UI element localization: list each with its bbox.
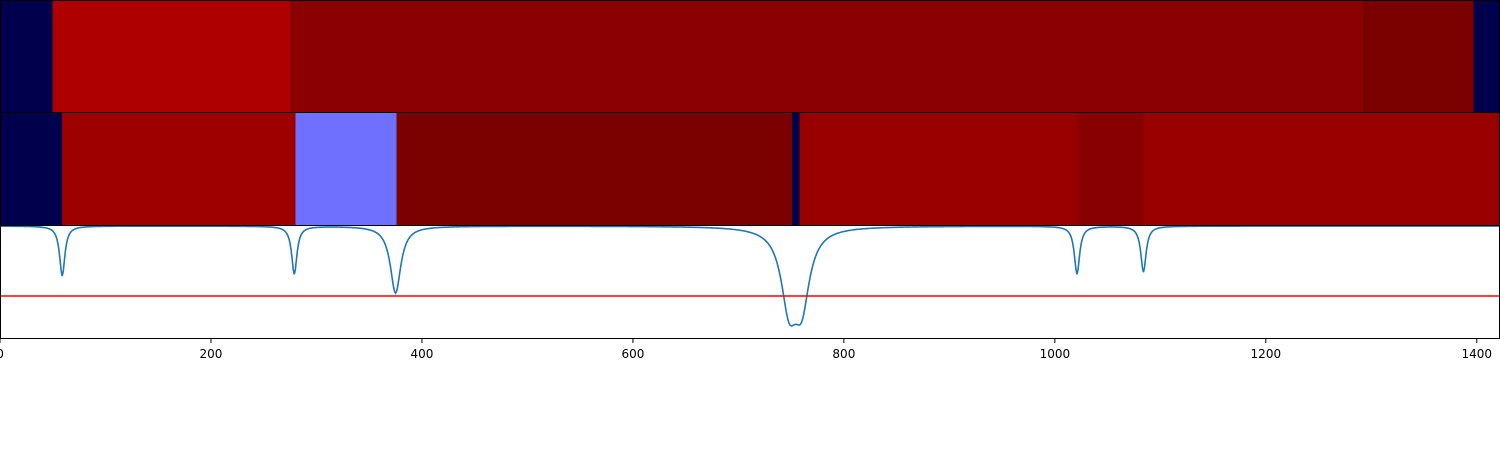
heat-row-1-segment-5 xyxy=(1473,1,1500,112)
x-tick-label-800: 800 xyxy=(832,347,855,361)
x-tick-label-0: 0 xyxy=(0,347,4,361)
heat-row-2-segment-1 xyxy=(0,113,63,225)
heat-row-1-segment-4 xyxy=(1362,1,1474,112)
heat-row-2-segment-4 xyxy=(396,113,793,225)
heat-row-2-segment-7 xyxy=(1077,113,1144,225)
x-tick-label-600: 600 xyxy=(621,347,644,361)
heat-row-2-segment-3 xyxy=(295,113,397,225)
heat-row-2-segment-5 xyxy=(792,113,800,225)
x-axis: 0 200 400 600 800 1000 1200 1400 xyxy=(0,338,1492,361)
heat-row-1-segment-3 xyxy=(290,1,1363,112)
line-panel xyxy=(0,225,1500,327)
signal-line xyxy=(0,225,1500,327)
heat-row-2-segment-8 xyxy=(1143,113,1500,225)
x-tick-label-200: 200 xyxy=(200,347,223,361)
heat-row-2-segment-2 xyxy=(62,113,296,225)
heat-row-1-segment-2 xyxy=(52,1,291,112)
x-tick-label-400: 400 xyxy=(410,347,433,361)
x-tick-label-1000: 1000 xyxy=(1040,347,1071,361)
x-tick-label-1400: 1400 xyxy=(1462,347,1493,361)
x-tick-label-1200: 1200 xyxy=(1251,347,1282,361)
heat-row-1-segment-1 xyxy=(0,1,53,112)
panel-frame-3 xyxy=(0,225,1500,339)
heat-row-2-segment-6 xyxy=(799,113,1078,225)
heatmap-rows xyxy=(0,1,1500,225)
